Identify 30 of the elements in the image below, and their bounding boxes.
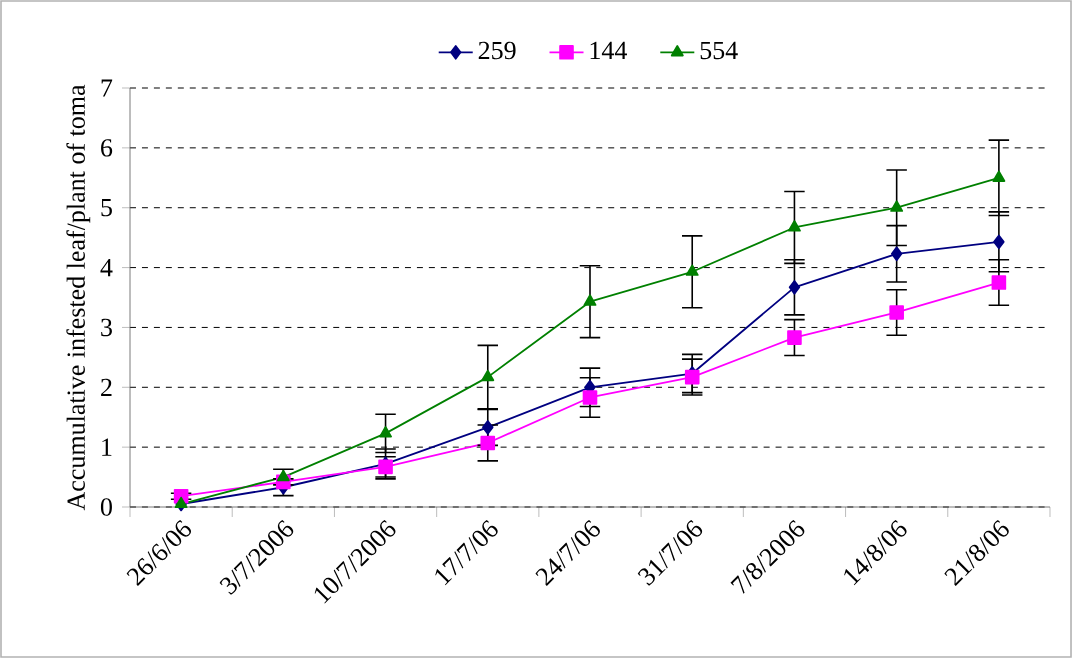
y-tick-label: 3 xyxy=(101,318,112,337)
y-axis-title: Accumulative infested leaf/plant of toma xyxy=(66,84,91,511)
point xyxy=(685,264,699,276)
point xyxy=(890,200,904,212)
legend-label: 554 xyxy=(700,41,738,60)
y-tick-label: 2 xyxy=(101,378,112,396)
point xyxy=(379,426,392,438)
point xyxy=(684,369,700,385)
point xyxy=(276,469,290,482)
point xyxy=(890,246,903,262)
point xyxy=(993,234,1005,250)
point xyxy=(788,280,801,295)
point xyxy=(991,275,1007,290)
legend-label: 144 xyxy=(590,41,627,59)
y-tick-label: 6 xyxy=(101,139,113,157)
point xyxy=(583,294,597,306)
point xyxy=(582,390,598,405)
y-tick-label: 0 xyxy=(100,498,112,516)
point xyxy=(788,220,801,232)
point xyxy=(480,435,496,451)
point xyxy=(481,369,495,382)
point xyxy=(787,330,802,345)
point xyxy=(992,170,1006,182)
y-tick-label: 7 xyxy=(101,79,113,97)
legend-label: 259 xyxy=(478,41,516,60)
y-tick-label: 4 xyxy=(100,259,113,277)
point xyxy=(482,420,494,435)
point xyxy=(889,305,904,320)
y-tick-label: 1 xyxy=(102,438,112,456)
y-tick-label: 5 xyxy=(101,199,112,217)
